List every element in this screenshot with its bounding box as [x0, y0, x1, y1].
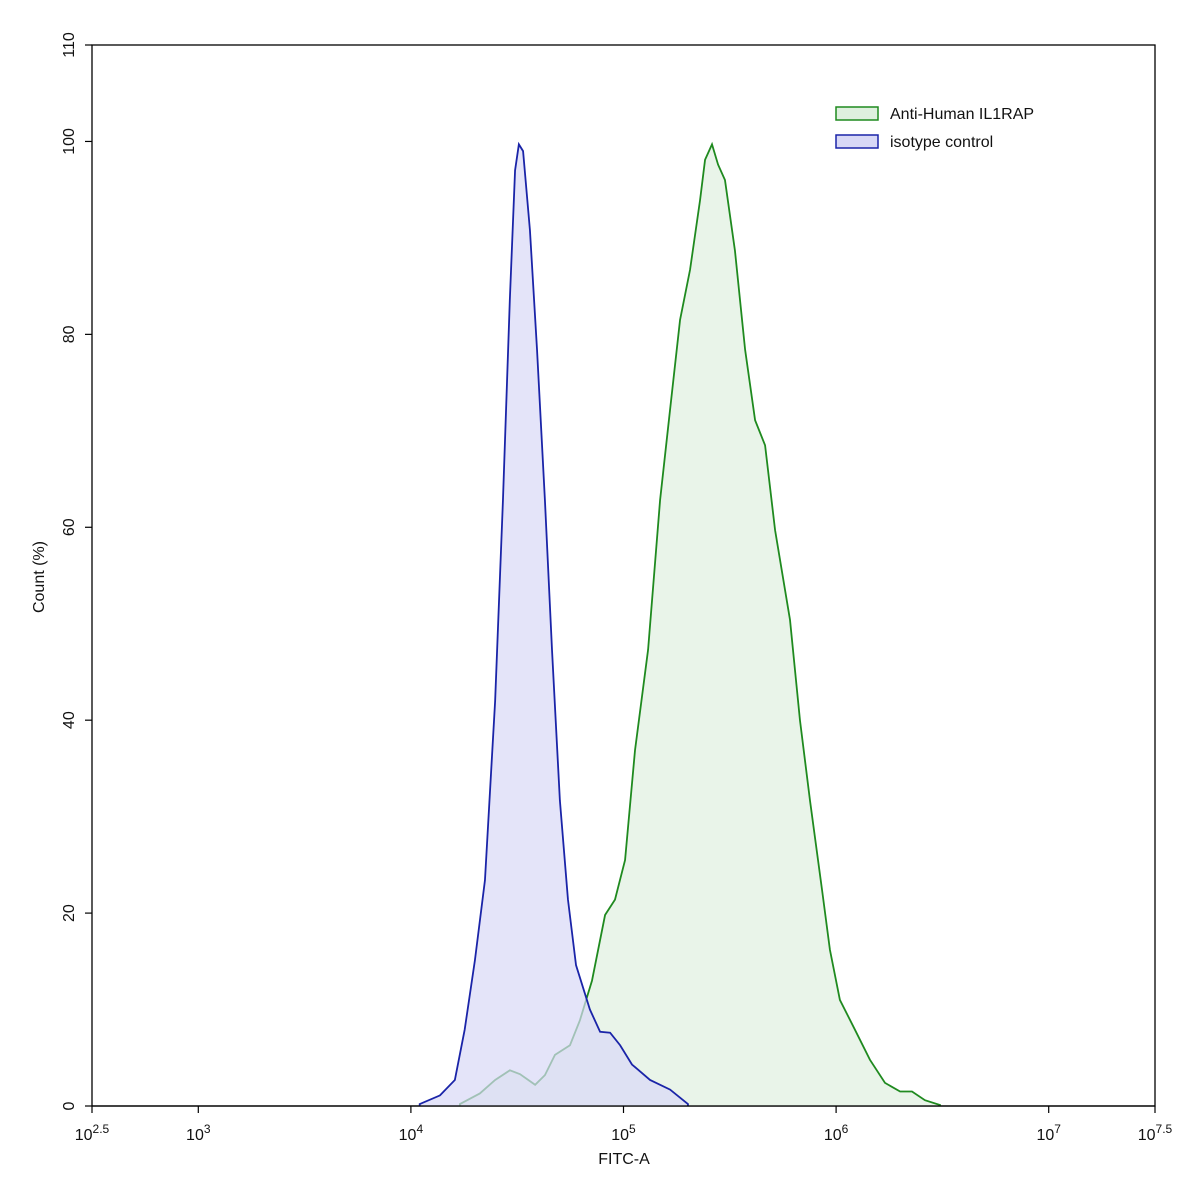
- x-tick-label: 102.5: [75, 1122, 110, 1144]
- x-tick-label: 104: [399, 1122, 424, 1144]
- legend-swatch: [835, 134, 879, 149]
- legend-label: Anti-Human IL1RAP: [890, 106, 1034, 123]
- legend-swatch: [835, 106, 879, 121]
- y-tick-label: 0: [61, 1101, 78, 1110]
- histogram-area: [418, 141, 689, 1106]
- y-tick-label: 110: [61, 32, 78, 58]
- y-tick-label: 100: [61, 128, 78, 155]
- y-tick-label: 60: [61, 518, 78, 536]
- y-tick-label: 20: [61, 904, 78, 922]
- y-tick-label: 80: [61, 325, 78, 343]
- legend-label: isotype control: [890, 134, 993, 151]
- x-tick-label: 106: [824, 1122, 849, 1144]
- x-tick-label: 107.5: [1138, 1122, 1173, 1144]
- y-axis-label: Count (%): [31, 541, 48, 613]
- y-tick-label: 40: [61, 711, 78, 729]
- x-tick-label: 103: [186, 1122, 211, 1144]
- x-tick-label: 105: [611, 1122, 636, 1144]
- x-tick-label: 107: [1036, 1122, 1061, 1144]
- x-axis-label: FITC-A: [598, 1151, 650, 1168]
